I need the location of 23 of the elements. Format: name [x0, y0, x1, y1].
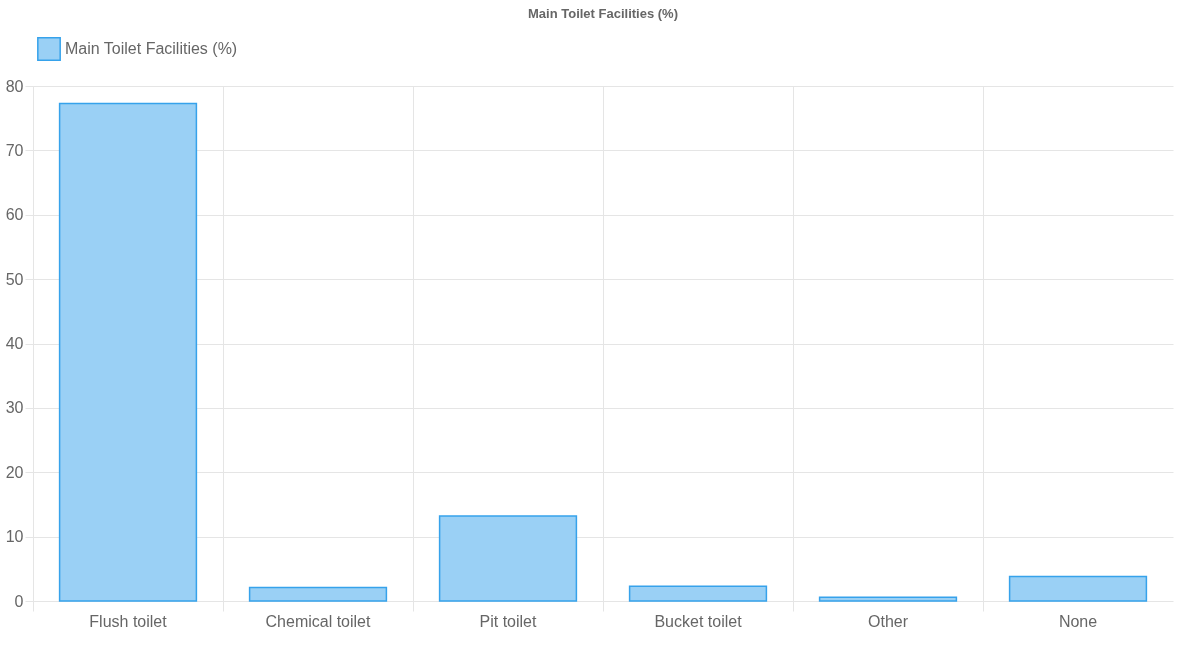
bar — [1008, 575, 1148, 602]
x-tick-label: Bucket toilet — [654, 612, 743, 630]
chart-title: Main Toilet Facilities (%) — [527, 6, 679, 21]
y-tick-label: 60 — [5, 206, 24, 224]
y-tick-label: 30 — [5, 399, 24, 417]
x-tick-label: Chemical toilet — [265, 612, 372, 630]
x-tick-label: Other — [867, 612, 909, 630]
x-tick-label: None — [1058, 612, 1098, 630]
y-tick-label: 40 — [5, 335, 24, 352]
x-tick-label: Flush toilet — [89, 612, 168, 630]
y-tick-label: 10 — [5, 528, 24, 546]
y-tick-label: 0 — [14, 592, 24, 610]
y-tick-label: 80 — [5, 77, 24, 95]
bar — [438, 515, 578, 602]
bar — [248, 586, 388, 602]
bar — [628, 585, 768, 602]
y-tick-label: 50 — [5, 270, 24, 288]
legend-label: Main Toilet Facilities (%) — [65, 40, 238, 57]
bar — [58, 102, 198, 602]
y-tick-label: 70 — [5, 141, 24, 159]
bar — [818, 596, 958, 602]
x-tick-label: Pit toilet — [479, 612, 538, 630]
y-tick-label: 20 — [5, 463, 24, 481]
